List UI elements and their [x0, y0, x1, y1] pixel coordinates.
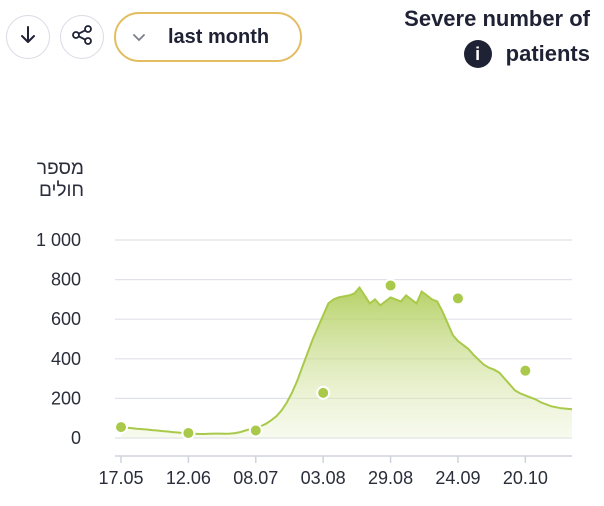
chart-title: Severe number of: [404, 6, 590, 31]
data-point[interactable]: [248, 423, 263, 438]
period-select-label: last month: [168, 25, 270, 48]
x-tick-label: 20.10: [503, 468, 548, 488]
chevron-down-icon: [132, 29, 148, 45]
data-point[interactable]: [450, 291, 465, 306]
x-tick-label: 17.05: [98, 468, 143, 488]
y-tick-label: 400: [51, 349, 81, 369]
y-axis-label: מספר חולים: [36, 158, 84, 201]
share-button[interactable]: [60, 15, 104, 59]
data-point[interactable]: [316, 385, 331, 400]
y-tick-label: 1 000: [36, 230, 81, 250]
x-tick-label: 29.08: [368, 468, 413, 488]
data-point[interactable]: [114, 420, 128, 435]
x-tick-label: 08.07: [233, 468, 278, 488]
area-fill: [121, 287, 572, 438]
y-tick-label: 0: [71, 428, 81, 448]
x-tick-label: 24.09: [435, 468, 480, 488]
data-point[interactable]: [383, 278, 398, 293]
download-button[interactable]: [6, 15, 50, 59]
y-tick-label: 200: [51, 388, 81, 408]
data-point[interactable]: [181, 426, 196, 441]
arrow-down-icon: [19, 25, 37, 50]
period-select[interactable]: last month: [114, 12, 302, 62]
chart-toolbar: last month: [6, 12, 302, 62]
chart-title-block: Severe number of i patients: [404, 4, 590, 68]
share-icon: [71, 24, 93, 50]
y-tick-label: 800: [51, 270, 81, 290]
data-point[interactable]: [518, 363, 533, 378]
y-tick-label: 600: [51, 309, 81, 329]
x-tick-label: 03.08: [301, 468, 346, 488]
series-line: [120, 285, 573, 435]
x-tick-label: 12.06: [166, 468, 211, 488]
chart-title-line2: patients: [505, 41, 590, 66]
info-icon[interactable]: i: [463, 40, 492, 68]
